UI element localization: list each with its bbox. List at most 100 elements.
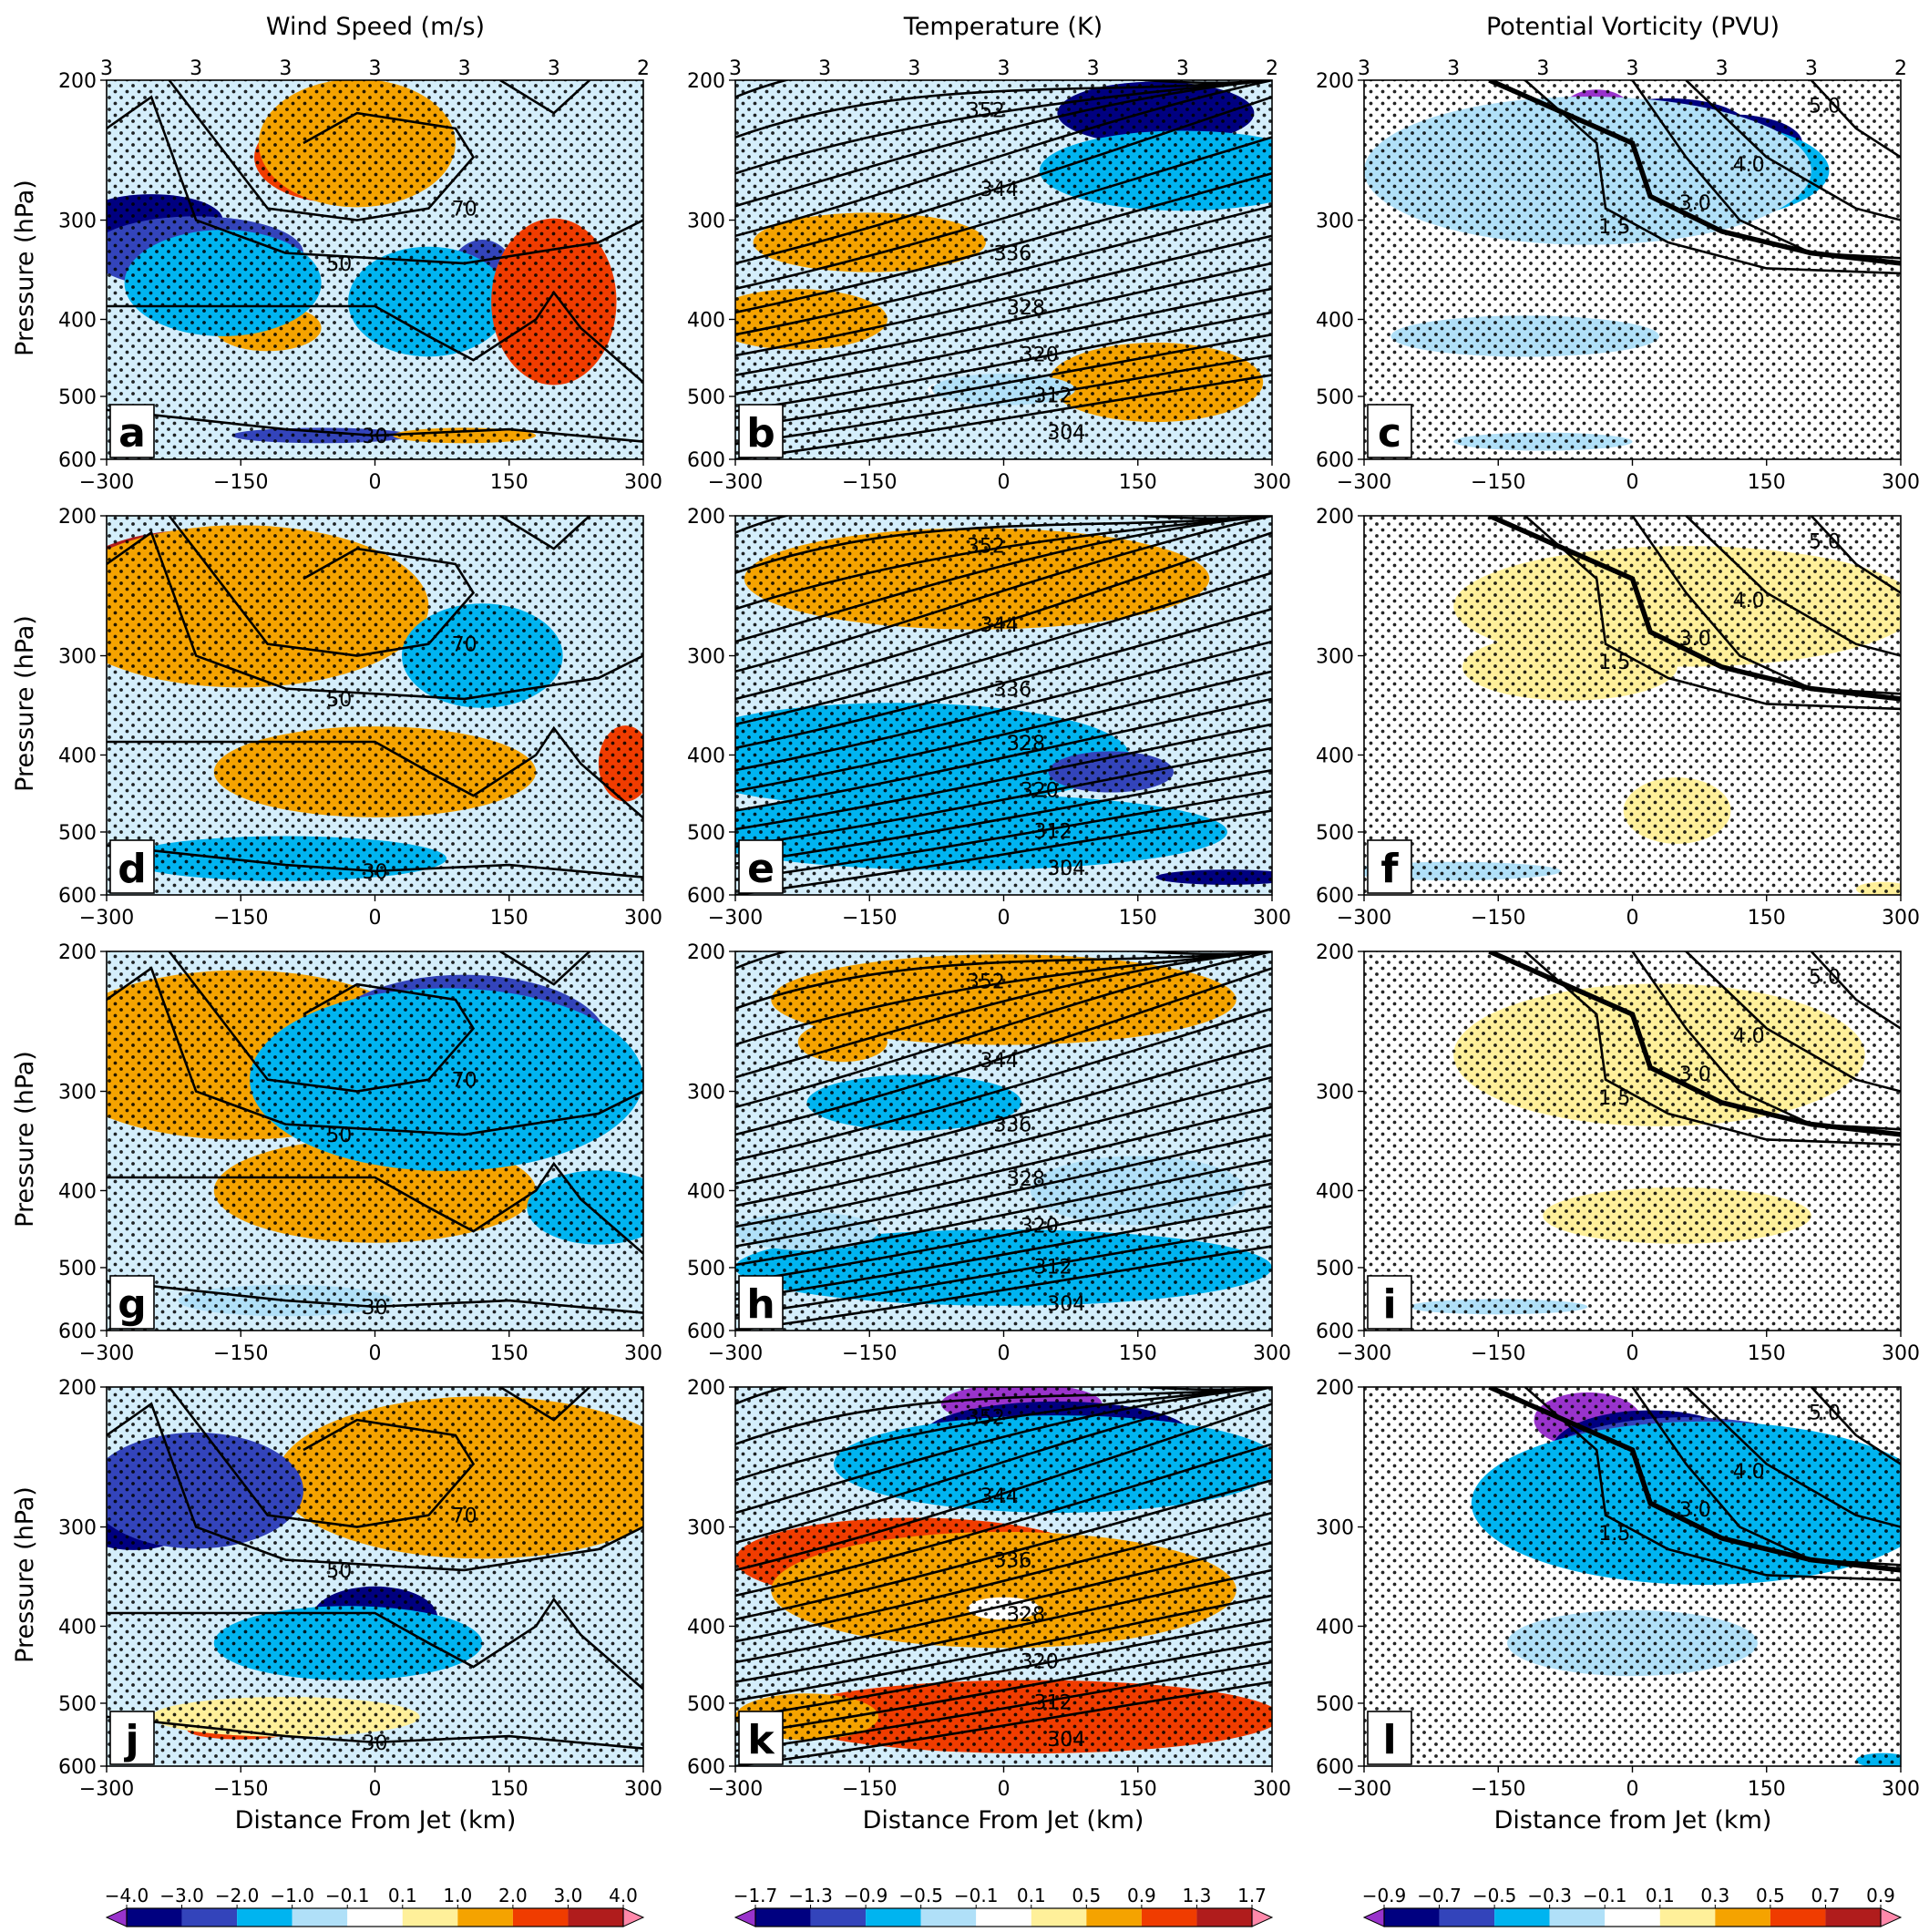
isotherm	[735, 1541, 1272, 1664]
x-tick-label: 150	[1119, 907, 1157, 930]
x-tick-label: −150	[842, 471, 897, 494]
top-count-label: 3	[998, 57, 1011, 80]
contour-label: 320	[1021, 1650, 1059, 1673]
x-tick-label: −300	[1337, 1778, 1391, 1801]
isotherm	[735, 171, 1272, 314]
colorbar-tick-label: 0.5	[1756, 1885, 1785, 1906]
colorbar-frame	[126, 1907, 624, 1927]
contour-label: 336	[993, 1115, 1031, 1137]
x-tick-label: 300	[624, 471, 662, 494]
colorbar-tick-label: 0.5	[1072, 1885, 1101, 1906]
panel-letter-box	[1367, 1711, 1412, 1765]
colorbar-extend-high	[622, 1907, 645, 1927]
x-tick-label: −150	[842, 907, 897, 930]
isotherm	[735, 80, 1272, 175]
x-tick-label: 0	[998, 907, 1011, 930]
isotherm	[735, 1007, 1272, 1162]
contour-label: 304	[1047, 1729, 1085, 1752]
colorbar-tick-label: −1.7	[734, 1885, 778, 1906]
colorbar-segment	[1494, 1908, 1550, 1927]
isotherm	[735, 1568, 1272, 1683]
y-tick-label: 600	[58, 1756, 97, 1779]
x-tick-label: −150	[842, 1342, 897, 1365]
isotherm	[735, 287, 1272, 396]
panel-d: 70 50 30 −300 −150 0 150 300 200 300 400 500 600 d	[58, 506, 662, 930]
isotach	[499, 80, 590, 115]
colorbar-segment	[1086, 1908, 1142, 1927]
panel-i: 1.5 3.0 4.0 5.0 −300 −150 0 150 300 200 300 400 500 6…	[1316, 941, 1920, 1365]
y-axis-label: Pressure (hPa)	[11, 180, 39, 356]
colorbar-extend-low	[734, 1907, 756, 1927]
x-tick-label: 150	[1748, 907, 1786, 930]
contour-label: 304	[1047, 858, 1085, 880]
contour-label: 4.0	[1733, 1461, 1765, 1484]
pv-contour	[1810, 516, 1901, 594]
panel-c: 1.5 3.0 4.0 5.0 −300 −150 0 150 300 200 300 400 500 6…	[1316, 57, 1920, 494]
isotherm	[735, 746, 1272, 848]
isotherm	[735, 516, 1272, 643]
y-tick-label: 500	[58, 386, 97, 409]
colorbar-tick-label: −0.5	[1472, 1885, 1517, 1906]
isotherm	[735, 516, 1272, 611]
contour-label: 352	[967, 536, 1005, 559]
colorbar-2: −0.9 −0.7 −0.5 −0.3 −0.1 0.1 0.3 0.5 0.7 0.9	[1362, 1885, 1903, 1927]
y-tick-label: 600	[1316, 1321, 1354, 1343]
field: 70 50 30	[107, 516, 643, 895]
isotach	[107, 844, 643, 879]
isotherm	[735, 1387, 1272, 1515]
colorbar-segment	[1825, 1908, 1881, 1927]
x-tick-label: 0	[369, 1342, 382, 1365]
top-count-label: 3	[1087, 57, 1100, 80]
pv-contour	[1810, 1387, 1901, 1465]
field: 1.5 3.0 4.0 5.0	[1364, 1387, 1901, 1766]
colorbar-tick-label: −0.5	[898, 1885, 943, 1906]
top-count-label: 3	[369, 57, 382, 80]
isotherm	[735, 1133, 1272, 1248]
contour-lines: 352 344 336 328 320 312 304	[735, 1387, 1272, 1766]
contour-label: 312	[1033, 1691, 1072, 1714]
contour-label: 3.0	[1679, 192, 1711, 215]
x-tick-label: 0	[1626, 1778, 1639, 1801]
top-count-label: 3	[1716, 57, 1729, 80]
isotherm	[735, 531, 1272, 701]
top-count-label: 3	[729, 57, 742, 80]
panel-f: 1.5 3.0 4.0 5.0 −300 −150 0 150 300 200 300 400 500 6…	[1316, 506, 1920, 930]
colorbar-extend-high	[1251, 1907, 1274, 1927]
panel-a: 70 50 30 −300 −150 0 150 300 200 300 400 500 600 3 3 3 3…	[58, 57, 662, 494]
panel-letter: d	[118, 846, 147, 892]
isotherm	[735, 1478, 1272, 1621]
x-axis-label-temperature: Distance From Jet (km)	[863, 1806, 1144, 1834]
colorbar-tick-label: 4.0	[609, 1885, 638, 1906]
panel-letter-box	[109, 1275, 155, 1330]
x-tick-label: −150	[1471, 1778, 1525, 1801]
isotach	[107, 408, 643, 443]
colorbar-tick-label: −0.1	[325, 1885, 370, 1906]
isotherm	[735, 697, 1272, 812]
y-tick-label: 400	[1316, 1180, 1354, 1203]
field: 352 344 336 328 320 312 304	[735, 516, 1272, 895]
isotherm	[735, 1075, 1272, 1208]
colorbar-tick-label: −0.1	[954, 1885, 999, 1906]
panel-letter: l	[1382, 1717, 1396, 1763]
y-tick-label: 500	[58, 822, 97, 845]
x-tick-label: 300	[624, 1778, 662, 1801]
top-count-label: 3	[1176, 57, 1189, 80]
isotherm	[735, 96, 1272, 265]
contour-lines: 1.5 3.0 4.0 5.0	[1488, 80, 1901, 275]
y-tick-label: 400	[687, 745, 725, 767]
isotherm	[735, 354, 1272, 446]
x-tick-label: 300	[1253, 907, 1291, 930]
contour-lines: 352 344 336 328 320 312 304	[735, 80, 1272, 459]
x-tick-label: −300	[79, 1342, 134, 1365]
field: 70 50 30	[107, 951, 643, 1331]
colorbar-segment	[1770, 1908, 1826, 1927]
colorbar-tick-label: −0.3	[1527, 1885, 1572, 1906]
isotherm	[735, 80, 1272, 139]
contour-lines: 1.5 3.0 4.0 5.0	[1488, 951, 1901, 1146]
isotherm	[735, 1245, 1272, 1331]
colorbar-tick-label: −2.0	[215, 1885, 260, 1906]
contour-label: 4.0	[1733, 1025, 1765, 1048]
panel-letter-box	[738, 1711, 784, 1765]
y-tick-label: 200	[1316, 1377, 1354, 1400]
